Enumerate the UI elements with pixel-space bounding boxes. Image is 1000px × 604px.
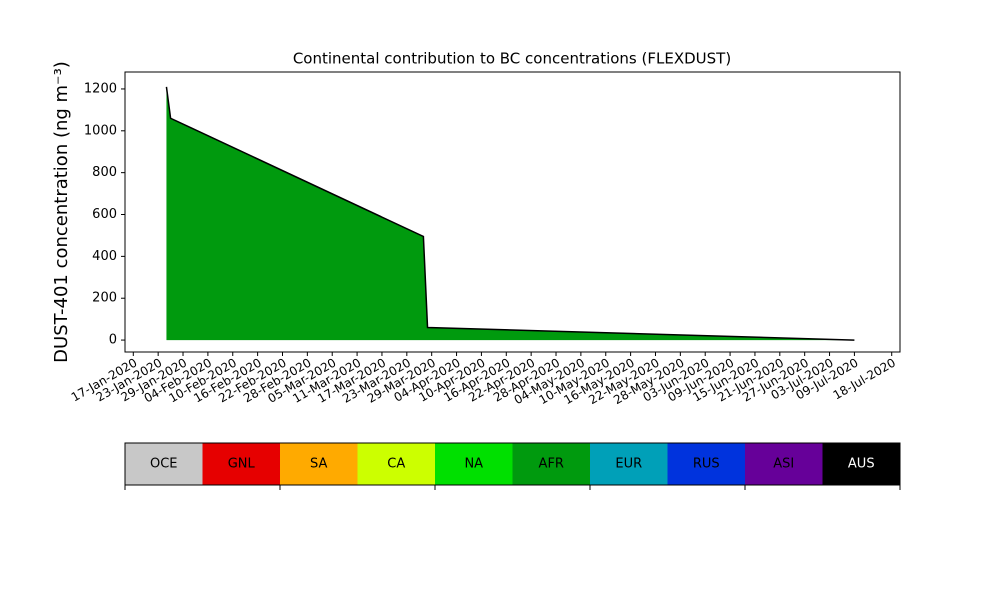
colorbar-cell <box>590 443 668 485</box>
colorbar-cell <box>125 443 203 485</box>
colorbar-cell <box>357 443 435 485</box>
colorbar-frame <box>124 442 901 486</box>
colorbar-label: AFR <box>539 457 564 472</box>
colorbar-cell <box>512 443 590 485</box>
colorbar-cell <box>667 443 745 485</box>
colorbar-cell <box>280 443 358 485</box>
colorbar-cell <box>202 443 280 485</box>
y-tick-label: 800 <box>92 165 117 180</box>
colorbar-label: NA <box>464 457 483 472</box>
colorbar-label: OCE <box>150 457 178 472</box>
colorbar-label: CA <box>387 457 405 472</box>
colorbar-label: ASI <box>773 457 794 472</box>
colorbar-label: AUS <box>848 457 875 472</box>
colorbar-label: SA <box>310 457 327 472</box>
y-tick-label: 1000 <box>84 123 117 138</box>
y-tick-label: 400 <box>92 249 117 264</box>
colorbar-label: EUR <box>615 457 642 472</box>
area-edge <box>165 86 855 341</box>
y-axis-label: DUST-401 concentration (ng m⁻³) <box>51 61 72 363</box>
plot-frame <box>124 71 901 353</box>
colorbar-cell <box>435 443 513 485</box>
colorbar-cell <box>745 443 823 485</box>
area <box>166 86 855 341</box>
chart-title: Continental contribution to BC concentra… <box>293 50 731 68</box>
y-tick-label: 200 <box>92 291 117 306</box>
y-tick-label: 600 <box>92 207 117 222</box>
colorbar-label: GNL <box>228 457 256 472</box>
colorbar-cell <box>822 443 900 485</box>
y-tick-label: 1200 <box>84 81 117 96</box>
colorbar-label: RUS <box>693 457 720 472</box>
y-tick-label: 0 <box>109 333 117 348</box>
